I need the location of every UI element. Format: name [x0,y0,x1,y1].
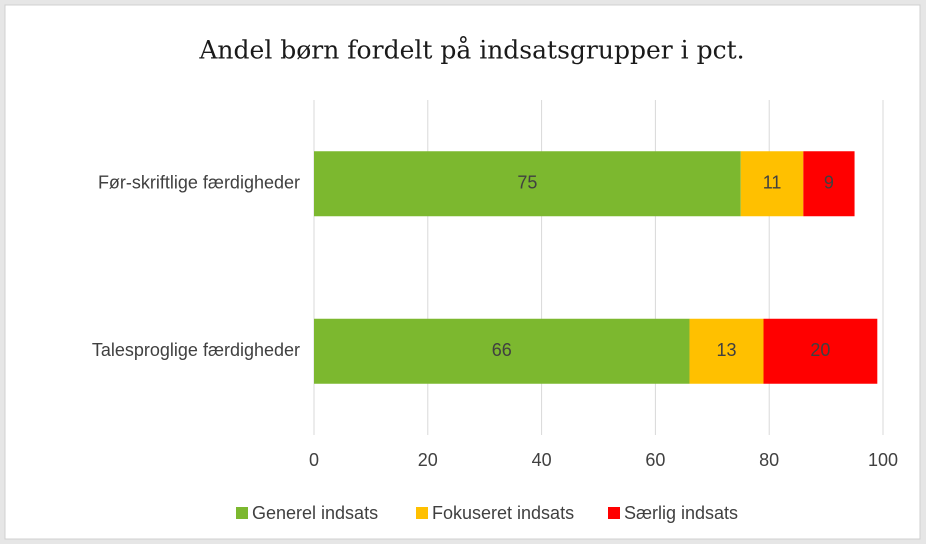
chart-panel [4,4,921,540]
legend-swatch [608,507,620,519]
x-tick-label: 100 [868,450,898,470]
legend-label: Generel indsats [252,503,378,523]
data-label: 13 [717,340,737,360]
y-tick-label: Før-skriftlige færdigheder [98,173,300,193]
x-tick-label: 80 [759,450,779,470]
x-tick-label: 40 [532,450,552,470]
data-label: 75 [517,173,537,193]
legend-label: Fokuseret indsats [432,503,574,523]
data-label: 11 [763,173,782,193]
bar-segment [314,151,741,217]
x-tick-label: 60 [645,450,665,470]
data-label: 20 [810,340,830,360]
bar-segment [763,318,878,384]
bar-segment [689,318,764,384]
chart-title: Andel børn fordelt på indsatsgrupper i p… [198,36,744,65]
x-tick-label: 20 [418,450,438,470]
y-tick-label: Talesproglige færdigheder [92,340,300,360]
bar-segment [740,151,804,217]
legend-swatch [236,507,248,519]
bar-segment [314,318,690,384]
data-label: 66 [492,340,512,360]
bar-segment [803,151,855,217]
x-tick-label: 0 [309,450,319,470]
legend-swatch [416,507,428,519]
data-label: 9 [824,173,834,193]
legend-label: Særlig indsats [624,503,738,523]
